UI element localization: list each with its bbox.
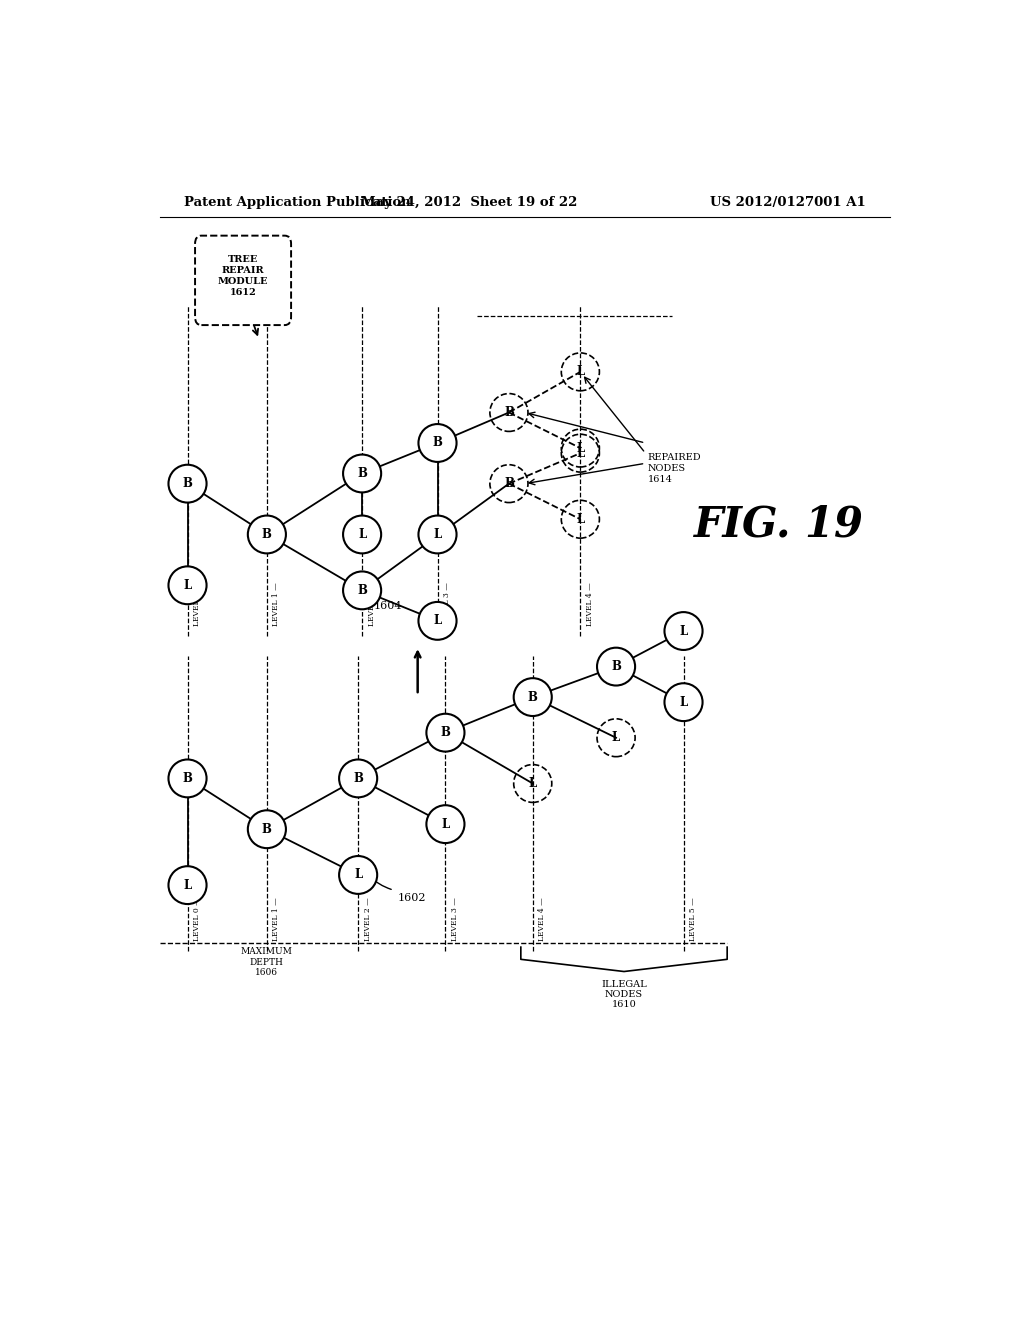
Text: LEVEL 2 —: LEVEL 2 —: [368, 582, 376, 626]
Text: LEVEL 2 —: LEVEL 2 —: [364, 898, 372, 941]
Ellipse shape: [339, 857, 377, 894]
Text: MAXIMUM
DEPTH
1606: MAXIMUM DEPTH 1606: [241, 948, 293, 977]
Text: L: L: [577, 442, 585, 454]
Text: REPAIRED
NODES
1614: REPAIRED NODES 1614: [648, 453, 701, 484]
Text: TREE
REPAIR
MODULE
1612: TREE REPAIR MODULE 1612: [218, 255, 268, 297]
Text: Patent Application Publication: Patent Application Publication: [183, 195, 411, 209]
Ellipse shape: [169, 566, 207, 605]
Ellipse shape: [169, 759, 207, 797]
Text: L: L: [183, 879, 191, 891]
Text: LEVEL 3 —: LEVEL 3 —: [451, 898, 459, 941]
Text: L: L: [679, 696, 688, 709]
Text: B: B: [182, 772, 193, 785]
Text: B: B: [262, 528, 271, 541]
Ellipse shape: [248, 516, 286, 553]
Text: L: L: [577, 446, 585, 459]
Text: B: B: [357, 583, 367, 597]
Text: B: B: [527, 690, 538, 704]
Text: L: L: [679, 624, 688, 638]
Ellipse shape: [426, 714, 465, 751]
Text: LEVEL 0 —: LEVEL 0 —: [194, 898, 201, 941]
Text: B: B: [353, 772, 364, 785]
Text: B: B: [262, 822, 271, 836]
Text: LEVEL 3 —: LEVEL 3 —: [443, 582, 451, 626]
Text: FIG. 19: FIG. 19: [693, 503, 864, 545]
Text: LEVEL 1 —: LEVEL 1 —: [272, 898, 281, 941]
Ellipse shape: [419, 516, 457, 553]
Text: LEVEL 5 —: LEVEL 5 —: [689, 898, 697, 941]
Text: LEVEL 4 —: LEVEL 4 —: [586, 582, 594, 626]
Text: B: B: [611, 660, 621, 673]
Text: L: L: [577, 512, 585, 525]
Ellipse shape: [419, 602, 457, 640]
Ellipse shape: [665, 684, 702, 721]
Text: L: L: [528, 777, 537, 789]
Text: 1602: 1602: [397, 894, 426, 903]
Ellipse shape: [597, 648, 635, 685]
Text: ILLEGAL
NODES
1610: ILLEGAL NODES 1610: [601, 979, 647, 1010]
Ellipse shape: [169, 465, 207, 503]
Text: B: B: [504, 477, 514, 490]
Text: L: L: [358, 528, 367, 541]
Text: L: L: [441, 817, 450, 830]
Text: LEVEL 0 —: LEVEL 0 —: [194, 582, 201, 626]
Text: B: B: [432, 437, 442, 450]
Text: L: L: [577, 366, 585, 379]
Text: 1604: 1604: [374, 601, 402, 611]
Ellipse shape: [169, 866, 207, 904]
Ellipse shape: [343, 516, 381, 553]
Text: B: B: [357, 467, 367, 480]
Text: B: B: [504, 407, 514, 418]
Text: LEVEL 1 —: LEVEL 1 —: [272, 582, 281, 626]
Ellipse shape: [426, 805, 465, 843]
Ellipse shape: [339, 759, 377, 797]
Text: L: L: [433, 528, 441, 541]
Text: L: L: [433, 614, 441, 627]
Ellipse shape: [514, 678, 552, 715]
Ellipse shape: [665, 612, 702, 649]
Text: B: B: [182, 477, 193, 490]
Text: B: B: [440, 726, 451, 739]
Text: May 24, 2012  Sheet 19 of 22: May 24, 2012 Sheet 19 of 22: [361, 195, 578, 209]
Text: L: L: [612, 731, 621, 744]
Text: L: L: [183, 578, 191, 591]
FancyBboxPatch shape: [195, 236, 291, 325]
Ellipse shape: [343, 454, 381, 492]
Text: US 2012/0127001 A1: US 2012/0127001 A1: [711, 195, 866, 209]
Ellipse shape: [343, 572, 381, 610]
Ellipse shape: [248, 810, 286, 849]
Text: LEVEL 4 —: LEVEL 4 —: [539, 898, 546, 941]
Ellipse shape: [419, 424, 457, 462]
Text: L: L: [354, 869, 362, 882]
